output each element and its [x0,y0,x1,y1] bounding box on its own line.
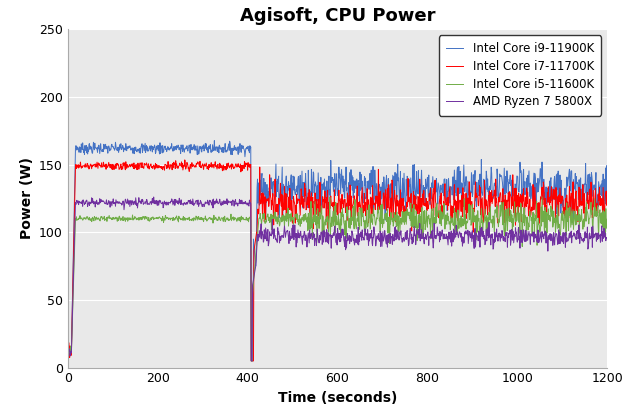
Intel Core i7-11700K [188,163,195,168]
Intel Core i7-11700K [423,198,430,203]
AMD Ryzen 7 5800X [248,358,255,363]
Intel Core i7-11700K [403,204,411,209]
Line: Intel Core i9-11900K: Intel Core i9-11900K [68,140,607,361]
X-axis label: Time (seconds): Time (seconds) [278,391,397,405]
Intel Core i7-11700K [64,347,72,352]
Intel Core i5-11600K [538,194,546,199]
AMD Ryzen 7 5800X [243,200,251,205]
AMD Ryzen 7 5800X [403,228,411,233]
Intel Core i5-11600K [243,215,250,220]
Intel Core i5-11600K [403,214,411,219]
AMD Ryzen 7 5800X [150,194,158,199]
Intel Core i5-11600K [248,358,255,363]
Line: AMD Ryzen 7 5800X: AMD Ryzen 7 5800X [68,197,607,361]
Intel Core i7-11700K [243,162,251,167]
AMD Ryzen 7 5800X [188,201,195,206]
Intel Core i5-11600K [64,354,72,359]
Intel Core i5-11600K [187,217,195,222]
Intel Core i9-11900K [248,358,255,363]
Intel Core i7-11700K [604,193,611,198]
Intel Core i9-11900K [423,186,430,191]
Intel Core i7-11700K [181,157,188,162]
AMD Ryzen 7 5800X [478,227,486,232]
Title: Agisoft, CPU Power: Agisoft, CPU Power [240,7,435,25]
Line: Intel Core i7-11700K: Intel Core i7-11700K [68,160,607,361]
Intel Core i9-11900K [243,145,251,150]
AMD Ryzen 7 5800X [234,201,242,206]
Intel Core i7-11700K [248,358,255,363]
Legend: Intel Core i9-11900K, Intel Core i7-11700K, Intel Core i5-11600K, AMD Ryzen 7 58: Intel Core i9-11900K, Intel Core i7-1170… [438,35,601,115]
Y-axis label: Power (W): Power (W) [20,157,33,239]
Intel Core i9-11900K [210,138,218,143]
Intel Core i5-11600K [478,220,486,225]
Intel Core i9-11900K [403,174,411,179]
Intel Core i5-11600K [422,218,430,222]
AMD Ryzen 7 5800X [604,235,611,240]
Intel Core i5-11600K [604,217,611,222]
Intel Core i5-11600K [234,215,241,220]
Intel Core i9-11900K [234,152,242,157]
Intel Core i7-11700K [234,161,242,166]
AMD Ryzen 7 5800X [64,342,72,347]
Intel Core i7-11700K [478,195,486,200]
Intel Core i9-11900K [187,142,195,147]
Intel Core i9-11900K [64,339,72,344]
Line: Intel Core i5-11600K: Intel Core i5-11600K [68,197,607,361]
Intel Core i9-11900K [478,191,486,196]
AMD Ryzen 7 5800X [423,237,430,242]
Intel Core i9-11900K [604,180,611,185]
